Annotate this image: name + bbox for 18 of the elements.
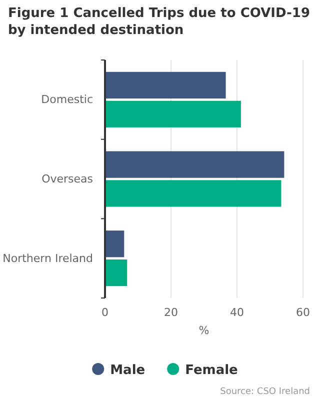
chart-title: Figure 1 Cancelled Trips due to COVID-19 by intended destination: [8, 6, 310, 38]
x-axis-title: %: [198, 324, 210, 337]
x-tick-label: 20: [164, 306, 178, 319]
legend-label: Female: [185, 363, 238, 378]
bar: [105, 100, 241, 128]
source-note: Source: CSO Ireland: [220, 387, 310, 397]
bar: [105, 72, 226, 99]
y-tick-label: Northern Ireland: [2, 252, 93, 265]
bar: [105, 230, 124, 258]
x-tick-label: 60: [296, 306, 310, 319]
y-tick-label: Domestic: [41, 93, 93, 106]
y-tick-label: Overseas: [42, 172, 94, 186]
bar: [105, 180, 282, 207]
x-tick-label: 40: [230, 306, 244, 319]
bar: [105, 151, 284, 178]
x-tick-label: 0: [102, 306, 108, 319]
legend-label: Male: [110, 363, 146, 378]
bar: [105, 259, 128, 286]
